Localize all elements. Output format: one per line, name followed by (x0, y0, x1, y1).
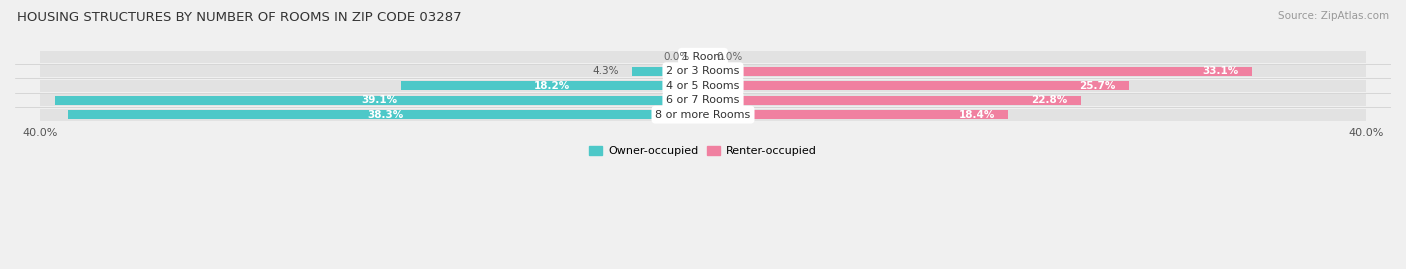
Bar (703, 67, 1251, 76)
Text: 22.8%: 22.8% (1032, 95, 1067, 105)
Text: 4 or 5 Rooms: 4 or 5 Rooms (666, 81, 740, 91)
Bar (39, 94, 1367, 106)
Text: 6 or 7 Rooms: 6 or 7 Rooms (666, 95, 740, 105)
Text: 0.0%: 0.0% (664, 52, 690, 62)
Text: 39.1%: 39.1% (361, 95, 396, 105)
Legend: Owner-occupied, Renter-occupied: Owner-occupied, Renter-occupied (585, 141, 821, 161)
Bar (631, 67, 703, 76)
Text: 2 or 3 Rooms: 2 or 3 Rooms (666, 66, 740, 76)
Bar (67, 110, 703, 119)
Bar (39, 80, 1367, 92)
Text: 1 Room: 1 Room (682, 52, 724, 62)
Text: 4.3%: 4.3% (592, 66, 619, 76)
Bar (39, 109, 1367, 121)
Text: 18.4%: 18.4% (959, 110, 995, 120)
Text: 25.7%: 25.7% (1080, 81, 1116, 91)
Text: 0.0%: 0.0% (716, 52, 742, 62)
Text: 33.1%: 33.1% (1202, 66, 1239, 76)
Bar (401, 81, 703, 90)
Bar (703, 96, 1081, 105)
Bar (39, 65, 1367, 77)
Bar (703, 81, 1129, 90)
Text: 8 or more Rooms: 8 or more Rooms (655, 110, 751, 120)
Bar (55, 96, 703, 105)
Text: Source: ZipAtlas.com: Source: ZipAtlas.com (1278, 11, 1389, 21)
Text: HOUSING STRUCTURES BY NUMBER OF ROOMS IN ZIP CODE 03287: HOUSING STRUCTURES BY NUMBER OF ROOMS IN… (17, 11, 461, 24)
Bar (703, 110, 1008, 119)
Text: 38.3%: 38.3% (367, 110, 404, 120)
Bar (39, 51, 1367, 63)
Text: 18.2%: 18.2% (534, 81, 571, 91)
